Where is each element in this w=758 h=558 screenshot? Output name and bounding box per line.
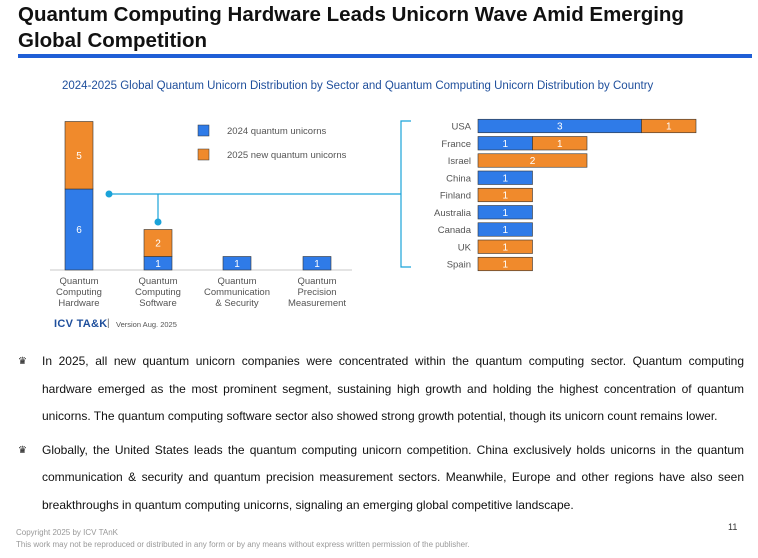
bar-segment (641, 118, 697, 134)
tick-label: Communication (204, 287, 270, 298)
tick-label: & Security (215, 298, 259, 309)
bar-segment (477, 256, 533, 272)
tick-label: Quantum (138, 276, 177, 287)
data-label: 3 (557, 122, 563, 133)
brand-logo: ICV TA&K (54, 318, 108, 330)
bullet-item: ♛ In 2025, all new quantum unicorn compa… (18, 348, 744, 431)
tick-label: Canada (438, 225, 472, 236)
legend-label: 2025 new quantum unicorns (227, 150, 347, 161)
version-label: Version Aug. 2025 (116, 320, 177, 329)
page-number: 11 (728, 522, 738, 532)
bar-segment (477, 205, 533, 220)
tick-label: Hardware (58, 298, 99, 309)
tick-label: China (446, 173, 472, 184)
chart-canvas: 65QuantumComputingHardware12QuantumCompu… (50, 118, 697, 309)
tick-label: USA (451, 122, 471, 133)
title-underline (18, 54, 752, 58)
copyright-notice: Copyright 2025 by ICV TAnK This work may… (16, 527, 470, 551)
tick-label: France (441, 139, 471, 150)
data-label: 1 (666, 122, 672, 133)
tick-label: Precision (297, 287, 336, 298)
bar-segment (477, 170, 533, 185)
copyright-line: Copyright 2025 by ICV TAnK (16, 528, 118, 537)
connector-dot (105, 190, 113, 198)
bullet-item: ♛ Globally, the United States leads the … (18, 437, 744, 520)
data-label: 5 (76, 151, 82, 162)
tick-label: Spain (447, 260, 471, 271)
tick-label: Finland (440, 191, 471, 202)
data-label: 2 (530, 156, 536, 167)
tick-label: Israel (448, 156, 471, 167)
tick-label: Computing (135, 287, 181, 298)
page-title: Quantum Computing Hardware Leads Unicorn… (18, 3, 684, 52)
data-label: 1 (234, 259, 240, 270)
tick-label: Quantum (59, 276, 98, 287)
data-label: 1 (502, 208, 508, 219)
tick-label: Quantum (217, 276, 256, 287)
bullet-list: ♛ In 2025, all new quantum unicorn compa… (18, 348, 744, 525)
bullet-icon: ♛ (18, 356, 27, 367)
bar-segment (302, 256, 332, 271)
bracket-line (400, 120, 411, 268)
legend-swatch (197, 124, 210, 137)
data-label: 1 (557, 139, 563, 150)
data-label: 1 (502, 139, 508, 150)
bar-segment (477, 239, 533, 254)
data-label: 1 (502, 242, 508, 253)
connector-dot (154, 218, 162, 226)
tick-label: Quantum (297, 276, 336, 287)
bar-segment (477, 187, 533, 203)
data-label: 1 (502, 225, 508, 236)
legend-label: 2024 quantum unicorns (227, 126, 327, 137)
bar-segment (477, 153, 588, 168)
tick-label: Measurement (288, 298, 346, 309)
tick-label: Software (139, 298, 177, 309)
data-label: 1 (502, 191, 508, 202)
bar-segment (532, 136, 588, 151)
tick-label: Computing (56, 287, 102, 298)
data-label: 1 (314, 259, 320, 270)
bar-segment (64, 121, 94, 190)
brand-separator: | (107, 318, 110, 329)
copyright-line: This work may not be reproduced or distr… (16, 540, 470, 549)
bullet-text: In 2025, all new quantum unicorn compani… (42, 354, 744, 423)
bar-segment (222, 256, 252, 271)
data-label: 6 (76, 225, 82, 236)
data-label: 1 (502, 173, 508, 184)
data-label: 1 (502, 260, 508, 271)
bullet-text: Globally, the United States leads the qu… (42, 442, 744, 512)
tick-label: UK (458, 242, 472, 253)
legend-swatch (197, 148, 210, 161)
tick-label: Australia (434, 208, 472, 219)
data-label: 2 (155, 239, 161, 250)
data-label: 1 (155, 259, 161, 270)
chart-title: 2024-2025 Global Quantum Unicorn Distrib… (62, 80, 654, 92)
bar-segment (143, 229, 173, 257)
bullet-icon: ♛ (18, 444, 27, 456)
bar-segment (477, 222, 533, 237)
